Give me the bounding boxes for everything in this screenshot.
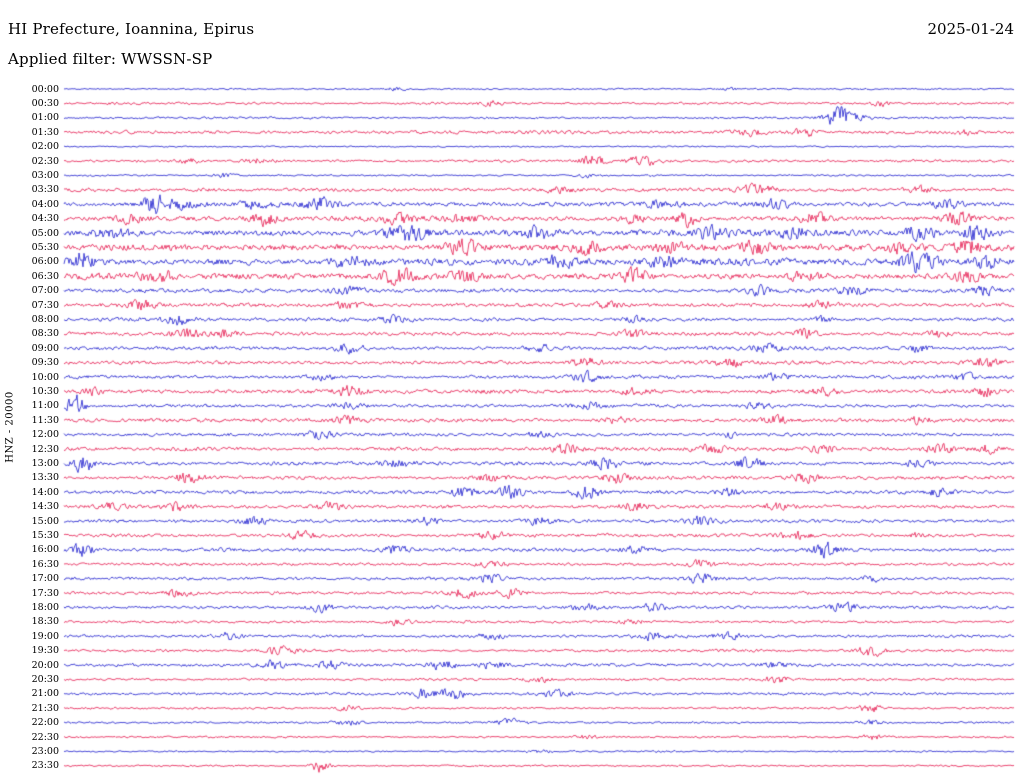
trace-time-label: 06:30 xyxy=(31,270,59,282)
trace-time-label: 11:00 xyxy=(31,400,59,412)
trace-time-label: 09:30 xyxy=(31,357,59,369)
trace-time-label: 01:30 xyxy=(31,126,59,138)
trace-time-label: 08:30 xyxy=(31,328,59,340)
trace-time-label: 15:00 xyxy=(31,515,59,527)
trace-time-label: 15:30 xyxy=(31,529,59,541)
trace-time-label: 19:30 xyxy=(31,645,59,657)
filter-label: Applied filter: WWSSN-SP xyxy=(8,50,213,68)
trace-time-label: 18:00 xyxy=(31,601,59,613)
trace-time-label: 13:30 xyxy=(31,472,59,484)
trace-time-label: 13:00 xyxy=(31,457,59,469)
trace-time-label: 00:30 xyxy=(31,97,59,109)
trace-time-label: 05:00 xyxy=(31,227,59,239)
trace-time-label: 22:30 xyxy=(31,731,59,743)
trace-time-label: 05:30 xyxy=(31,241,59,253)
trace-time-label: 20:00 xyxy=(31,659,59,671)
trace-time-label: 21:00 xyxy=(31,688,59,700)
trace-time-label: 09:00 xyxy=(31,342,59,354)
trace-time-label: 07:30 xyxy=(31,299,59,311)
trace-time-label: 21:30 xyxy=(31,702,59,714)
trace-time-label: 22:00 xyxy=(31,717,59,729)
trace-time-label: 02:00 xyxy=(31,141,59,153)
date-label: 2025-01-24 xyxy=(927,20,1014,38)
trace-time-label: 16:00 xyxy=(31,544,59,556)
trace-time-label: 23:00 xyxy=(31,745,59,757)
trace-time-label: 17:00 xyxy=(31,573,59,585)
trace-time-label: 07:00 xyxy=(31,285,59,297)
trace-time-label: 10:30 xyxy=(31,385,59,397)
trace-time-label: 20:30 xyxy=(31,673,59,685)
trace-time-label: 08:00 xyxy=(31,313,59,325)
trace-time-label: 10:00 xyxy=(31,371,59,383)
trace-time-label: 04:00 xyxy=(31,198,59,210)
trace-time-label: 03:00 xyxy=(31,169,59,181)
trace-time-label: 03:30 xyxy=(31,184,59,196)
trace-time-label: 00:00 xyxy=(31,83,59,95)
trace-time-label: 12:00 xyxy=(31,429,59,441)
trace-time-label: 02:30 xyxy=(31,155,59,167)
trace-time-label: 17:30 xyxy=(31,587,59,599)
trace-time-label: 06:00 xyxy=(31,256,59,268)
page-title: HI Prefecture, Ioannina, Epirus xyxy=(8,20,255,38)
trace-time-label: 04:30 xyxy=(31,213,59,225)
trace-time-label: 16:30 xyxy=(31,558,59,570)
trace-time-label: 01:00 xyxy=(31,112,59,124)
trace-time-label: 19:00 xyxy=(31,630,59,642)
trace-time-label: 12:30 xyxy=(31,443,59,455)
trace-time-label: 18:30 xyxy=(31,616,59,628)
trace-time-label: 14:00 xyxy=(31,486,59,498)
trace-time-label: 23:30 xyxy=(31,760,59,772)
trace-time-label: 14:30 xyxy=(31,501,59,513)
trace-time-label: 11:30 xyxy=(31,414,59,426)
